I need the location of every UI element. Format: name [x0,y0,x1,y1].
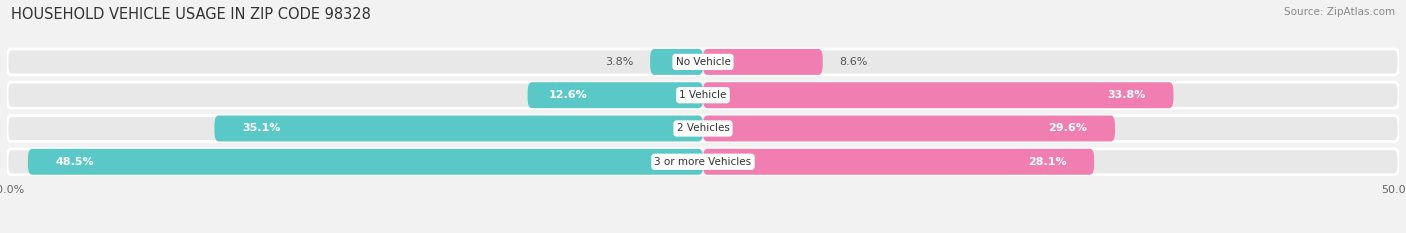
FancyBboxPatch shape [703,82,1174,108]
Text: HOUSEHOLD VEHICLE USAGE IN ZIP CODE 98328: HOUSEHOLD VEHICLE USAGE IN ZIP CODE 9832… [11,7,371,22]
Legend: Owner-occupied, Renter-occupied: Owner-occupied, Renter-occupied [579,230,827,233]
FancyBboxPatch shape [215,116,703,141]
FancyBboxPatch shape [7,49,1399,75]
FancyBboxPatch shape [703,49,823,75]
Text: 12.6%: 12.6% [548,90,588,100]
Text: Source: ZipAtlas.com: Source: ZipAtlas.com [1284,7,1395,17]
Text: 3 or more Vehicles: 3 or more Vehicles [654,157,752,167]
Text: 33.8%: 33.8% [1108,90,1146,100]
FancyBboxPatch shape [703,116,1115,141]
FancyBboxPatch shape [7,149,1399,175]
FancyBboxPatch shape [650,49,703,75]
FancyBboxPatch shape [703,149,1094,175]
Text: 3.8%: 3.8% [605,57,633,67]
Text: 2 Vehicles: 2 Vehicles [676,123,730,134]
Text: No Vehicle: No Vehicle [675,57,731,67]
Text: 48.5%: 48.5% [56,157,94,167]
Text: 1 Vehicle: 1 Vehicle [679,90,727,100]
Text: 29.6%: 29.6% [1049,123,1087,134]
FancyBboxPatch shape [28,149,703,175]
Text: 35.1%: 35.1% [242,123,281,134]
FancyBboxPatch shape [527,82,703,108]
Text: 8.6%: 8.6% [839,57,868,67]
FancyBboxPatch shape [7,116,1399,141]
Text: 28.1%: 28.1% [1028,157,1066,167]
FancyBboxPatch shape [7,82,1399,108]
